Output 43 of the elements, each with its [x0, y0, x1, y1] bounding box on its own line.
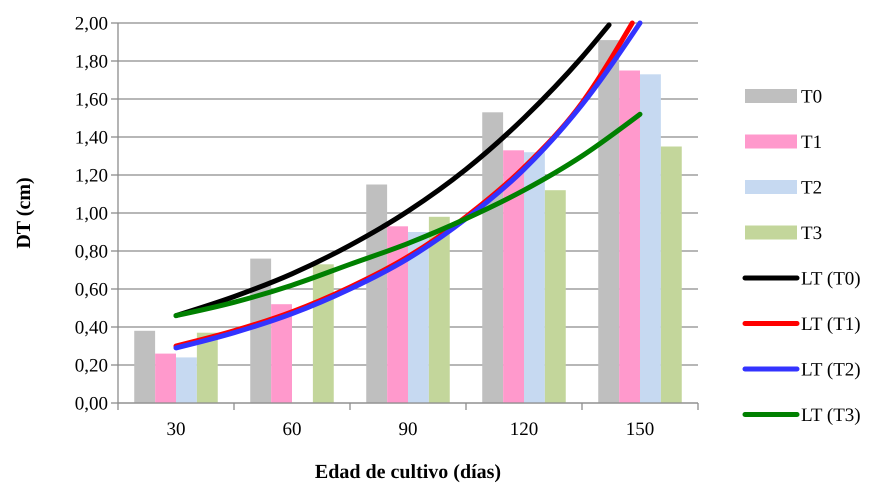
- y-tick-label: 1,40: [74, 128, 108, 149]
- x-axis-title: Edad de cultivo (días): [314, 461, 502, 483]
- bar: [428, 216, 450, 403]
- legend-label: LT (T2): [801, 360, 861, 381]
- x-tick-label: 90: [398, 419, 418, 440]
- bar: [503, 150, 524, 403]
- x-tick-label: 30: [166, 419, 186, 440]
- legend-label: T3: [801, 223, 822, 244]
- x-tick-label: 60: [282, 419, 302, 440]
- legend-label: T2: [801, 178, 822, 199]
- bar: [619, 70, 640, 403]
- legend-label: LT (T0): [801, 268, 861, 290]
- y-tick-label: 0,60: [74, 280, 108, 301]
- y-tick-label: 0,00: [74, 394, 108, 415]
- legend-label: LT (T1): [801, 314, 861, 336]
- x-tick-label: 120: [510, 419, 538, 440]
- bar: [598, 40, 620, 403]
- legend-label: T1: [801, 132, 822, 154]
- bar: [660, 146, 682, 403]
- bar: [640, 74, 661, 403]
- bar: [312, 264, 334, 403]
- bar: [176, 357, 197, 403]
- y-tick-label: 0,20: [74, 356, 108, 377]
- x-tick-label: 150: [626, 419, 654, 440]
- bar: [408, 232, 429, 403]
- y-tick-label: 2,00: [74, 14, 108, 35]
- bar: [482, 112, 504, 403]
- bar: [544, 190, 566, 403]
- y-tick-label: 0,80: [74, 242, 108, 263]
- y-tick-label: 1,20: [74, 166, 108, 187]
- bar: [387, 226, 408, 403]
- bar: [155, 354, 176, 403]
- y-tick-label: 1,00: [74, 204, 108, 225]
- y-tick-label: 1,60: [74, 90, 108, 111]
- legend-label: T0: [801, 86, 822, 108]
- bar: [366, 184, 388, 403]
- y-axis-title: DT (cm): [13, 177, 35, 249]
- y-tick-label: 1,80: [74, 52, 108, 73]
- bar: [524, 152, 545, 403]
- y-tick-label: 0,40: [74, 318, 108, 339]
- bar: [134, 330, 156, 403]
- bar: [271, 304, 292, 403]
- legend-label: LT (T3): [801, 405, 861, 426]
